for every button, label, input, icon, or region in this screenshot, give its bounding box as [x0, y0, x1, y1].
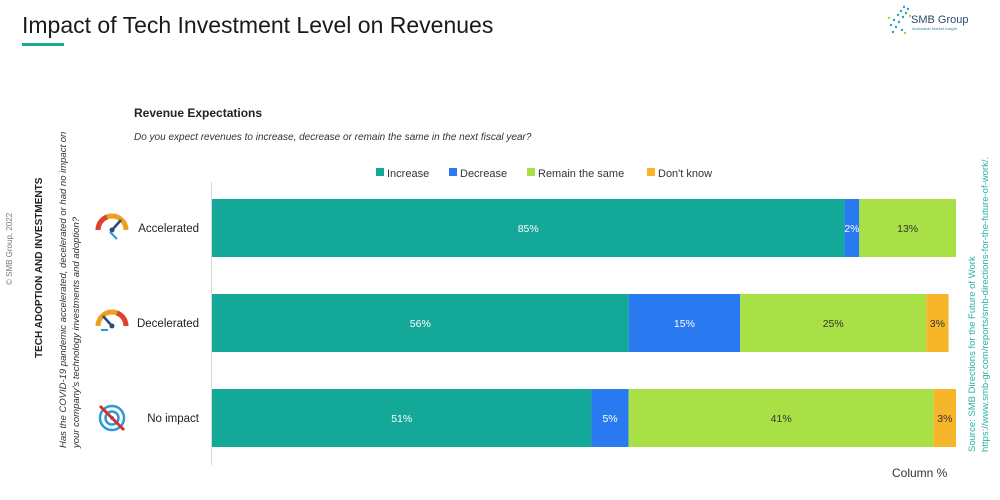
category-label: No impact [147, 413, 200, 425]
page-title: Impact of Tech Investment Level on Reven… [22, 12, 494, 38]
data-label: 3% [930, 318, 945, 330]
legend-swatch [449, 168, 457, 176]
chart-question: Do you expect revenues to increase, decr… [134, 132, 532, 143]
bar-segment [591, 389, 629, 447]
data-label: 2% [844, 223, 859, 235]
legend-label: Increase [387, 168, 429, 180]
bar-segment [859, 199, 956, 257]
legend-swatch [527, 168, 535, 176]
bar-segment [926, 294, 949, 352]
bar-segment [628, 294, 741, 352]
chart-legend: Increase Decrease Remain the same Don't kno… [376, 168, 712, 180]
speedometer-fast-icon [95, 213, 129, 240]
bar-segment [844, 199, 860, 257]
chart-subtitle: Revenue Expectations [134, 106, 263, 120]
data-label: 51% [391, 413, 412, 425]
title-underline [22, 43, 64, 46]
data-label: 5% [602, 413, 617, 425]
bar-segment [212, 199, 845, 257]
bar-segment [628, 389, 934, 447]
legend-swatch [376, 168, 384, 176]
data-label: 41% [771, 413, 792, 425]
footer-note: Column % [892, 466, 948, 480]
speedometer-slow-icon [95, 309, 129, 331]
bar-segment [740, 294, 927, 352]
bar-segment [933, 389, 956, 447]
data-label: 15% [674, 318, 695, 330]
smb-group-logo [887, 5, 912, 35]
data-label: 56% [410, 318, 431, 330]
data-label: 3% [937, 413, 952, 425]
bars-group: Accelerated 85% 2% 13% Decelerated 56% 15% 25% 3… [137, 199, 956, 447]
legend-label: Don't know [658, 168, 712, 180]
data-label: 85% [518, 223, 539, 235]
bar-segment [212, 294, 629, 352]
legend-label: Decrease [460, 168, 507, 180]
legend-swatch [647, 168, 655, 176]
logo-tagline: Actionable Market Insight [912, 26, 957, 31]
data-label: 25% [823, 318, 844, 330]
category-label: Accelerated [138, 223, 199, 235]
target-crossed-icon [98, 404, 126, 432]
legend-label: Remain the same [538, 168, 624, 180]
category-label: Decelerated [137, 318, 199, 330]
bar-segment [212, 389, 592, 447]
data-label: 13% [897, 223, 918, 235]
logo-name: SMB Group [911, 14, 969, 26]
